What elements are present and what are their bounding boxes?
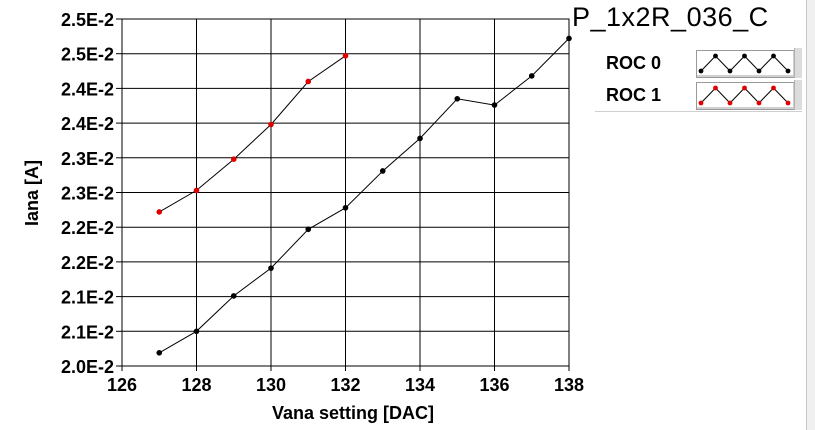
tick-labels: 126 128 130 132 134 136 138 2.0E-2 2.1E-2 2.1E-2 2… (61, 10, 584, 395)
x-axis-label: Vana setting [DAC] (272, 403, 434, 423)
y-tick-label: 2.1E-2 (61, 288, 114, 308)
legend-swatch-marker (713, 85, 718, 91)
data-point (305, 226, 312, 233)
legend: ROC 0 ROC 1 (595, 47, 802, 112)
series-line-0 (159, 38, 570, 354)
legend-swatch-marker (785, 68, 791, 74)
data-point (193, 187, 200, 194)
data-point (342, 52, 349, 59)
x-tick-label: 134 (405, 375, 435, 395)
legend-swatch-marker (756, 68, 762, 74)
x-tick-label: 126 (107, 375, 137, 395)
data-point (305, 78, 312, 85)
legend-label: ROC 0 (606, 53, 662, 73)
legend-swatch-marker (698, 68, 704, 74)
data-point (268, 265, 274, 271)
y-tick-label: 2.5E-2 (61, 45, 114, 65)
data-point (566, 35, 572, 42)
legend-swatch-marker (756, 100, 762, 106)
data-point (156, 350, 163, 356)
data-point (528, 73, 535, 79)
y-tick-label: 2.1E-2 (61, 322, 114, 342)
data-point (491, 102, 498, 108)
x-tick-label: 128 (181, 375, 211, 395)
x-tick-label: 138 (554, 375, 584, 395)
legend-swatch-marker (713, 53, 718, 59)
y-tick-label: 2.5E-2 (61, 10, 114, 30)
y-tick-label: 2.2E-2 (61, 218, 114, 238)
y-tick-label: 2.2E-2 (61, 253, 114, 273)
x-tick-label: 136 (479, 375, 509, 395)
data-point (342, 204, 349, 211)
legend-scrollbar[interactable] (794, 80, 802, 110)
legend-swatch-marker (742, 53, 747, 59)
grid (116, 18, 570, 371)
y-tick-label: 2.3E-2 (61, 149, 114, 169)
legend-item-roc-1: ROC 1 (595, 80, 802, 110)
data-point (268, 121, 274, 128)
data-point (230, 156, 237, 162)
data-point (156, 209, 163, 215)
legend-swatch-marker (742, 85, 747, 91)
x-tick-label: 132 (330, 375, 360, 395)
window-edge (806, 0, 815, 430)
legend-label: ROC 1 (606, 85, 662, 105)
y-tick-label: 2.4E-2 (61, 114, 114, 134)
data-point (417, 135, 423, 142)
legend-swatch (696, 50, 796, 78)
series-layer (156, 35, 572, 356)
y-tick-label: 2.0E-2 (61, 357, 114, 377)
chart-title: P_1x2R_036_C (572, 2, 769, 32)
legend-swatch-marker (727, 68, 733, 74)
legend-swatch (696, 82, 796, 110)
legend-scrollbar[interactable] (794, 48, 802, 78)
data-point (230, 293, 237, 299)
legend-swatch-marker (698, 100, 704, 106)
legend-swatch-marker (771, 85, 776, 91)
data-point (379, 168, 386, 174)
legend-swatch-marker (785, 100, 791, 106)
y-tick-label: 2.3E-2 (61, 184, 114, 204)
legend-swatch-marker (727, 100, 733, 106)
data-point (454, 96, 461, 102)
legend-swatch-marker (771, 53, 776, 59)
data-point (193, 328, 200, 335)
legend-item-roc-0: ROC 0 (595, 48, 802, 78)
x-tick-label: 130 (256, 375, 286, 395)
y-tick-label: 2.4E-2 (61, 79, 114, 99)
y-axis-label: Iana [A] (22, 160, 42, 226)
series-line-1 (159, 55, 346, 213)
